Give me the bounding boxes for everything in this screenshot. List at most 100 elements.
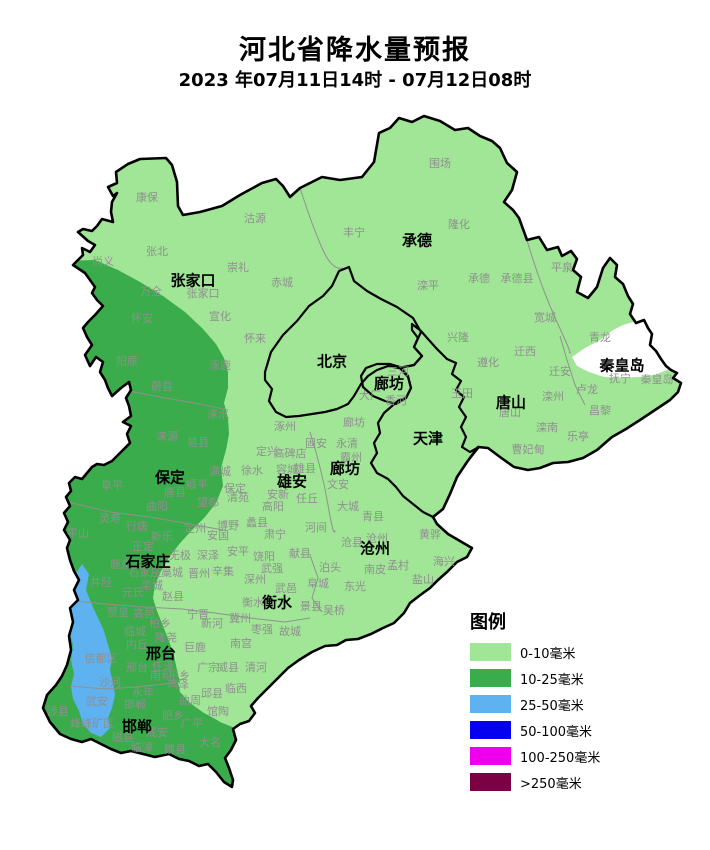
county-label: 南宫 [230,636,252,650]
legend-swatch [470,695,511,713]
county-label: 南皮 [364,563,386,576]
county-label: 无极 [169,548,191,562]
county-label: 海兴 [433,554,455,568]
city-label: 天津 [413,430,443,448]
county-label: 高邑 [133,606,155,620]
county-label: 孟村 [387,558,409,572]
city-label: 邯郸 [122,718,152,736]
province-border-hebei [41,114,683,789]
county-label: 大名 [199,735,221,749]
city-label: 沧州 [360,540,390,558]
county-label: 清河 [245,661,267,674]
county-label: 涞水 [207,408,229,421]
county-label: 武邑 [275,582,297,595]
county-label: 馆陶 [207,704,229,718]
county-label: 新乐 [151,529,173,543]
county-label: 赤城 [271,276,293,289]
county-label: 行唐 [126,519,148,533]
county-label: 平山 [67,527,89,540]
county-label: 宁晋 [187,607,209,621]
county-label: 安国 [207,528,229,542]
county-label: 黄骅 [419,527,441,541]
legend-row: 10-25毫米 [470,669,680,688]
page-title: 河北省降水量预报 [239,35,471,66]
county-label: 赞皇 [107,605,129,619]
county-label: 衡水 [242,596,264,609]
county-label: 固安 [305,436,327,450]
county-label: 盐山 [412,573,434,586]
county-label: 张北 [146,245,168,258]
county-label: 辛集 [212,564,234,578]
county-label: 容城 [276,462,298,476]
county-label: 内丘 [126,637,148,651]
county-label: 峰峰矿区 [70,717,114,730]
county-label: 永年 [132,685,154,699]
county-label: 怀来 [244,332,266,345]
county-label: 武安 [86,694,108,708]
county-label: 滦南 [536,420,558,434]
county-label: 张家口 [187,286,220,300]
legend-swatch [470,747,511,765]
county-label: 兴隆 [447,330,469,344]
county-label: 蠡县 [246,515,268,529]
county-label: 抚宁 [609,371,631,385]
county-label: 丰宁 [343,225,365,239]
county-label: 围场 [429,156,451,170]
county-label: 顺平 [186,478,208,491]
county-label: 青龙 [589,331,611,344]
county-label: 曲阳 [146,500,168,513]
county-label: 怀安 [131,311,153,325]
county-label: 枣强 [251,623,273,636]
county-label: 涿州 [274,420,296,433]
legend-swatch [470,721,511,739]
county-label: 迁西 [514,345,536,358]
page-subtitle: 2023 年07月11日14时 - 07月12日08时 [178,70,532,91]
legend-row: >250毫米 [470,773,680,792]
county-label: 魏县 [164,742,186,756]
county-label: 信都区 [85,652,118,665]
county-label: 卢龙 [576,383,598,396]
county-label: 望都 [197,496,219,509]
county-label: 沙河 [99,676,121,689]
county-label: 曲周 [179,694,201,707]
county-label: 广平 [181,717,203,730]
county-label: 霸州 [340,451,362,464]
legend-swatch [470,773,511,791]
county-label: 保定 [224,481,246,495]
city-label: 北京 [317,353,347,371]
county-label: 井陉 [90,575,112,589]
county-label: 邱县 [201,687,223,700]
county-label: 涉县 [47,704,69,718]
county-label: 石家庄 [129,565,162,579]
county-label: 景县 [300,600,322,613]
county-label: 冀州 [229,611,251,625]
legend-label: 25-50毫米 [520,698,584,714]
county-label: 平乡 [168,669,190,682]
county-label: 博野 [217,519,239,532]
county-label: 滦平 [417,278,439,292]
city-label: 石家庄 [124,553,170,571]
county-label: 南和 [150,669,172,682]
county-label: 新河 [201,616,223,630]
county-label: 灵寿 [99,511,121,525]
county-label: 晋州 [188,567,210,580]
legend: 图例 0-10毫米 10-25毫米 25-50毫米 50-100毫米 100-250毫米… [470,608,680,799]
county-label: 深州 [244,573,266,586]
county-label: 崇礼 [227,260,249,274]
city-label: 邢台 [145,645,176,663]
county-label: 沧县 [341,535,363,549]
county-label: 三河 [387,365,409,378]
county-label: 任丘 [296,492,318,505]
city-label: 衡水 [262,594,293,612]
region-rain-0-10-bay [178,682,257,726]
county-label: 迁安 [549,364,571,378]
county-label: 肥乡 [162,709,184,722]
county-label: 定兴 [256,444,278,458]
county-label: 安新 [267,487,289,501]
county-label: 乐亭 [567,429,589,443]
county-label: 廊坊 [343,415,365,429]
county-label: 康保 [136,190,158,204]
county-label: 大城 [337,499,359,513]
